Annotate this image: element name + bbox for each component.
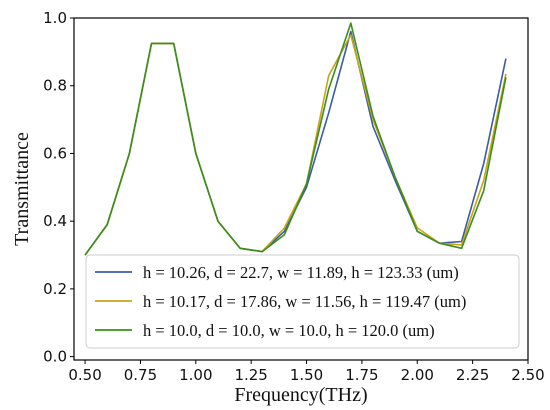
y-tick-label: 0.2 xyxy=(43,280,67,298)
x-tick-label: 1.75 xyxy=(345,366,378,384)
series-line-3 xyxy=(84,22,507,256)
series-line-2 xyxy=(84,34,507,256)
legend-label-3: h = 10.0, d = 10.0, w = 10.0, h = 120.0 … xyxy=(143,321,435,340)
legend-box xyxy=(85,254,520,349)
x-tick-label: 2.50 xyxy=(511,366,544,384)
x-tick-label: 1.50 xyxy=(290,366,323,384)
x-tick-label: 0.50 xyxy=(68,366,101,384)
series-lines xyxy=(84,22,507,256)
y-axis-title: Transmittance xyxy=(11,132,33,246)
x-tick-label: 1.00 xyxy=(179,366,212,384)
x-tick-label: 2.00 xyxy=(401,366,434,384)
y-tick-label: 0.6 xyxy=(43,144,67,162)
series-line-1 xyxy=(84,30,507,256)
y-tick-label: 0.0 xyxy=(43,348,67,366)
y-tick-label: 0.4 xyxy=(43,212,67,230)
x-axis-title: Frequency(THz) xyxy=(234,384,367,406)
y-tick-label: 0.8 xyxy=(43,77,67,95)
legend-label-2: h = 10.17, d = 17.86, w = 11.56, h = 119… xyxy=(143,292,466,311)
x-axis-ticks: 0.50 0.75 1.00 1.25 1.50 1.75 2.00 2.25 2.50 xyxy=(68,360,545,384)
plot-frame xyxy=(73,17,529,361)
legend-label-1: h = 10.26, d = 22.7, w = 11.89, h = 123.… xyxy=(143,263,459,282)
y-tick-label: 1.0 xyxy=(43,9,67,27)
x-tick-label: 0.75 xyxy=(124,366,157,384)
x-tick-label: 2.25 xyxy=(456,366,489,384)
x-tick-label: 1.25 xyxy=(234,366,267,384)
y-axis-ticks: 0.0 0.2 0.4 0.6 0.8 1.0 xyxy=(43,9,74,366)
legend: h = 10.26, d = 22.7, w = 11.89, h = 123.… xyxy=(85,254,520,349)
